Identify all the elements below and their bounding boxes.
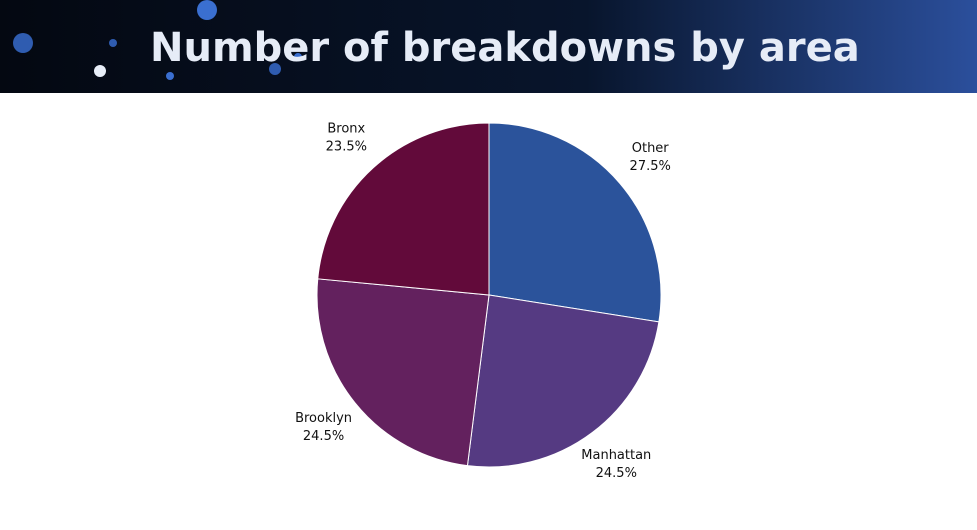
slice-category-label: Brooklyn <box>295 411 352 426</box>
slice-category-label: Bronx <box>327 122 365 137</box>
slice-value-label: 24.5% <box>303 429 344 444</box>
slice-value-label: 23.5% <box>326 140 367 155</box>
pie-slice <box>317 122 490 296</box>
pie-slice <box>466 294 660 468</box>
slice-value-label: 27.5% <box>630 159 671 174</box>
slice-category-label: Other <box>632 141 670 156</box>
header-bar <box>0 0 977 93</box>
slice-category-label: Manhattan <box>581 448 651 463</box>
pie-slice <box>316 278 490 467</box>
chart-title: Number of breakdowns by area <box>150 25 860 71</box>
slice-value-label: 24.5% <box>596 466 637 481</box>
decor-dots <box>13 0 302 80</box>
pie-slice <box>488 122 662 323</box>
